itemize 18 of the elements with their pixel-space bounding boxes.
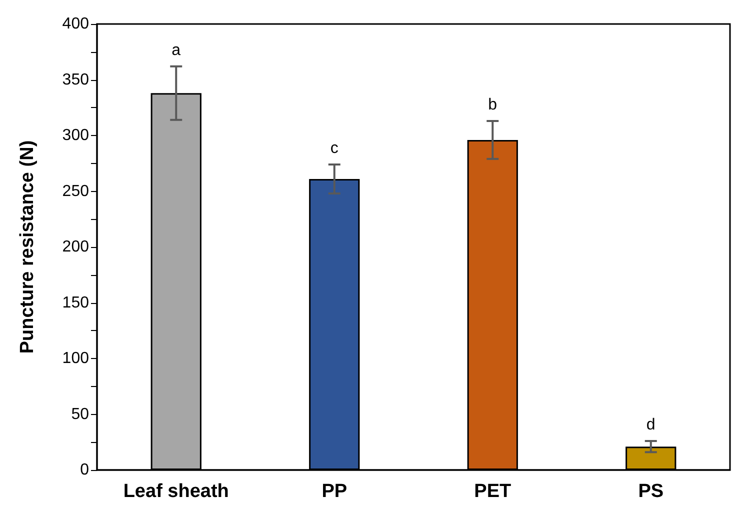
y-tick-label: 400: [62, 16, 90, 32]
annotation: b: [488, 96, 498, 114]
y-tick-label: 0: [80, 462, 90, 478]
x-tick-label: PS: [638, 481, 664, 502]
y-tick-label: 350: [62, 71, 90, 88]
annotation: d: [646, 416, 656, 434]
annotation: a: [172, 42, 181, 59]
annotation: c: [330, 140, 338, 157]
y-tick-label: 50: [71, 406, 90, 423]
x-tick-label: PP: [322, 481, 348, 502]
y-tick-label: 300: [62, 127, 90, 144]
y-tick-label: 200: [62, 238, 90, 256]
x-tick-label: Leaf sheath: [123, 481, 229, 502]
y-tick-label: 250: [62, 182, 90, 200]
y-tick-label: 150: [62, 294, 90, 312]
y-axis-title: Puncture resistance (N): [17, 140, 38, 354]
y-tick-label: 100: [62, 350, 90, 367]
x-tick-label: PET: [474, 481, 512, 502]
